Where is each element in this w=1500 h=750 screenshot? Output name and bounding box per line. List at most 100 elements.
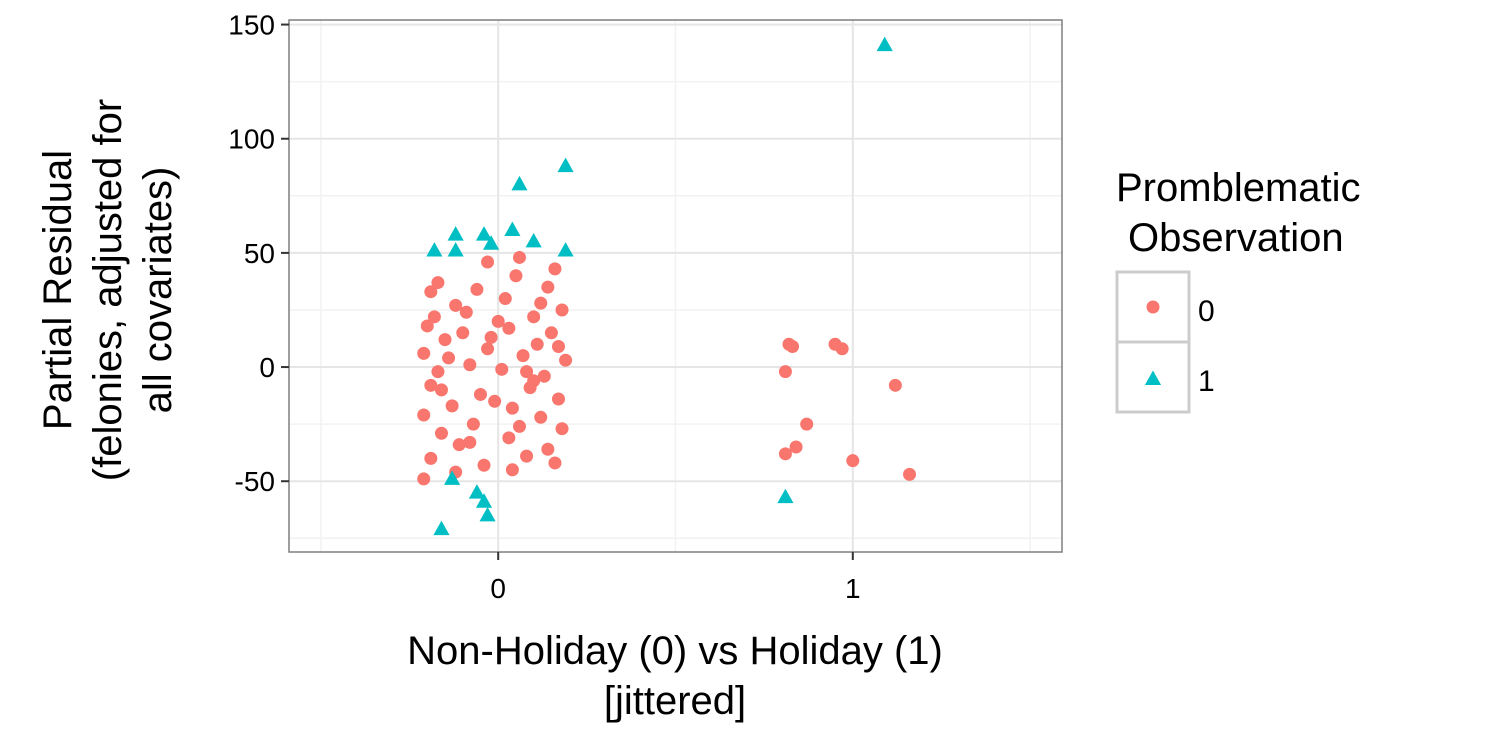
data-point-circle <box>555 303 569 317</box>
data-point-triangle <box>447 226 464 241</box>
data-point-circle <box>463 435 477 449</box>
data-point-circle <box>452 438 466 452</box>
data-point-triangle <box>876 36 893 52</box>
data-point-circle <box>778 365 792 379</box>
y-tick-label: -50 <box>235 466 275 497</box>
data-point-circle <box>481 255 495 269</box>
data-point-circle <box>491 314 505 328</box>
data-point-circle <box>502 431 516 445</box>
x-axis-title-line-1: Non-Holiday (0) vs Holiday (1) <box>407 629 943 673</box>
data-point-circle <box>534 296 548 310</box>
x-axis-title-line-2: [jittered] <box>604 679 746 723</box>
data-point-circle <box>509 269 523 283</box>
data-point-circle <box>431 276 445 290</box>
data-point-triangle <box>468 484 486 499</box>
data-point-circle <box>477 458 491 472</box>
data-point-triangle <box>777 488 794 504</box>
data-points <box>417 36 917 536</box>
legend-label-0: 0 <box>1198 295 1215 328</box>
y-axis: -50 0 50 100 150 <box>228 10 289 497</box>
legend: Promblematic Observation 0 1 <box>1115 166 1361 414</box>
legend-key-triangle <box>1144 370 1162 385</box>
data-point-circle <box>495 362 509 376</box>
legend-title-line-1: Promblematic <box>1116 166 1361 210</box>
data-point-circle <box>484 330 498 344</box>
data-point-triangle <box>447 242 464 257</box>
data-point-triangle <box>504 221 521 237</box>
data-point-circle <box>459 305 473 319</box>
data-point-circle <box>417 408 431 422</box>
data-point-circle <box>442 351 456 365</box>
data-point-circle <box>541 442 555 456</box>
data-point-circle <box>534 410 548 424</box>
data-point-circle <box>903 467 917 481</box>
data-point-circle <box>434 383 448 397</box>
panel-border <box>288 19 1063 553</box>
legend-label-1: 1 <box>1198 365 1215 398</box>
legend-title-line-2: Observation <box>1128 216 1344 260</box>
data-point-circle <box>520 449 534 463</box>
data-point-circle <box>786 340 800 354</box>
data-point-circle <box>488 394 502 408</box>
data-point-circle <box>548 456 562 470</box>
data-point-circle <box>544 326 558 340</box>
data-point-circle <box>449 298 463 312</box>
data-point-circle <box>417 472 431 486</box>
data-point-circle <box>481 342 495 356</box>
data-point-circle <box>800 417 814 431</box>
data-point-circle <box>551 392 565 406</box>
y-tick-label: 0 <box>259 352 275 383</box>
data-point-triangle <box>557 242 574 257</box>
data-point-triangle <box>475 493 493 508</box>
data-point-circle <box>846 454 860 468</box>
data-point-circle <box>778 447 792 461</box>
data-point-triangle <box>525 232 542 248</box>
data-point-circle <box>555 422 569 436</box>
data-point-circle <box>559 353 573 367</box>
y-tick-label: 100 <box>228 124 275 155</box>
data-point-circle <box>424 451 438 465</box>
data-point-circle <box>789 440 803 454</box>
data-point-circle <box>551 340 565 354</box>
data-point-circle <box>888 378 902 392</box>
minor-gridlines <box>289 20 1062 552</box>
data-point-circle <box>424 378 438 392</box>
data-point-circle <box>466 417 480 431</box>
data-point-circle <box>502 321 516 335</box>
data-point-circle <box>505 401 519 415</box>
data-point-triangle <box>475 226 493 241</box>
data-point-circle <box>463 358 477 372</box>
data-point-circle <box>512 419 526 433</box>
y-axis-title-line-2: (felonies, adjusted for <box>86 99 130 481</box>
data-point-circle <box>473 387 487 401</box>
data-point-triangle <box>444 470 461 485</box>
data-point-circle <box>537 369 551 383</box>
data-point-circle <box>835 342 849 356</box>
data-point-circle <box>527 374 541 388</box>
data-point-circle <box>516 349 530 363</box>
data-point-triangle <box>483 235 500 250</box>
data-point-circle <box>420 319 434 333</box>
data-point-circle <box>438 333 452 347</box>
x-tick-label: 0 <box>490 573 506 604</box>
data-point-triangle <box>557 157 574 173</box>
data-point-circle <box>424 285 438 299</box>
data-point-circle <box>431 365 445 379</box>
data-point-circle <box>548 262 562 276</box>
plot-panel <box>288 19 1063 553</box>
data-point-circle <box>512 250 526 264</box>
data-point-circle <box>505 463 519 477</box>
y-axis-title-line-3: all covariates) <box>136 167 180 414</box>
data-point-triangle <box>426 242 443 257</box>
data-point-circle <box>417 346 431 360</box>
data-point-circle <box>445 399 459 413</box>
data-point-triangle <box>479 506 496 522</box>
data-point-triangle <box>433 520 450 536</box>
data-point-circle <box>427 310 441 324</box>
legend-key-circle <box>1146 300 1160 314</box>
y-axis-title: Partial Residual (felonies, adjusted for… <box>36 99 180 481</box>
legend-keys <box>1115 270 1191 414</box>
y-axis-title-line-1: Partial Residual <box>36 150 80 430</box>
